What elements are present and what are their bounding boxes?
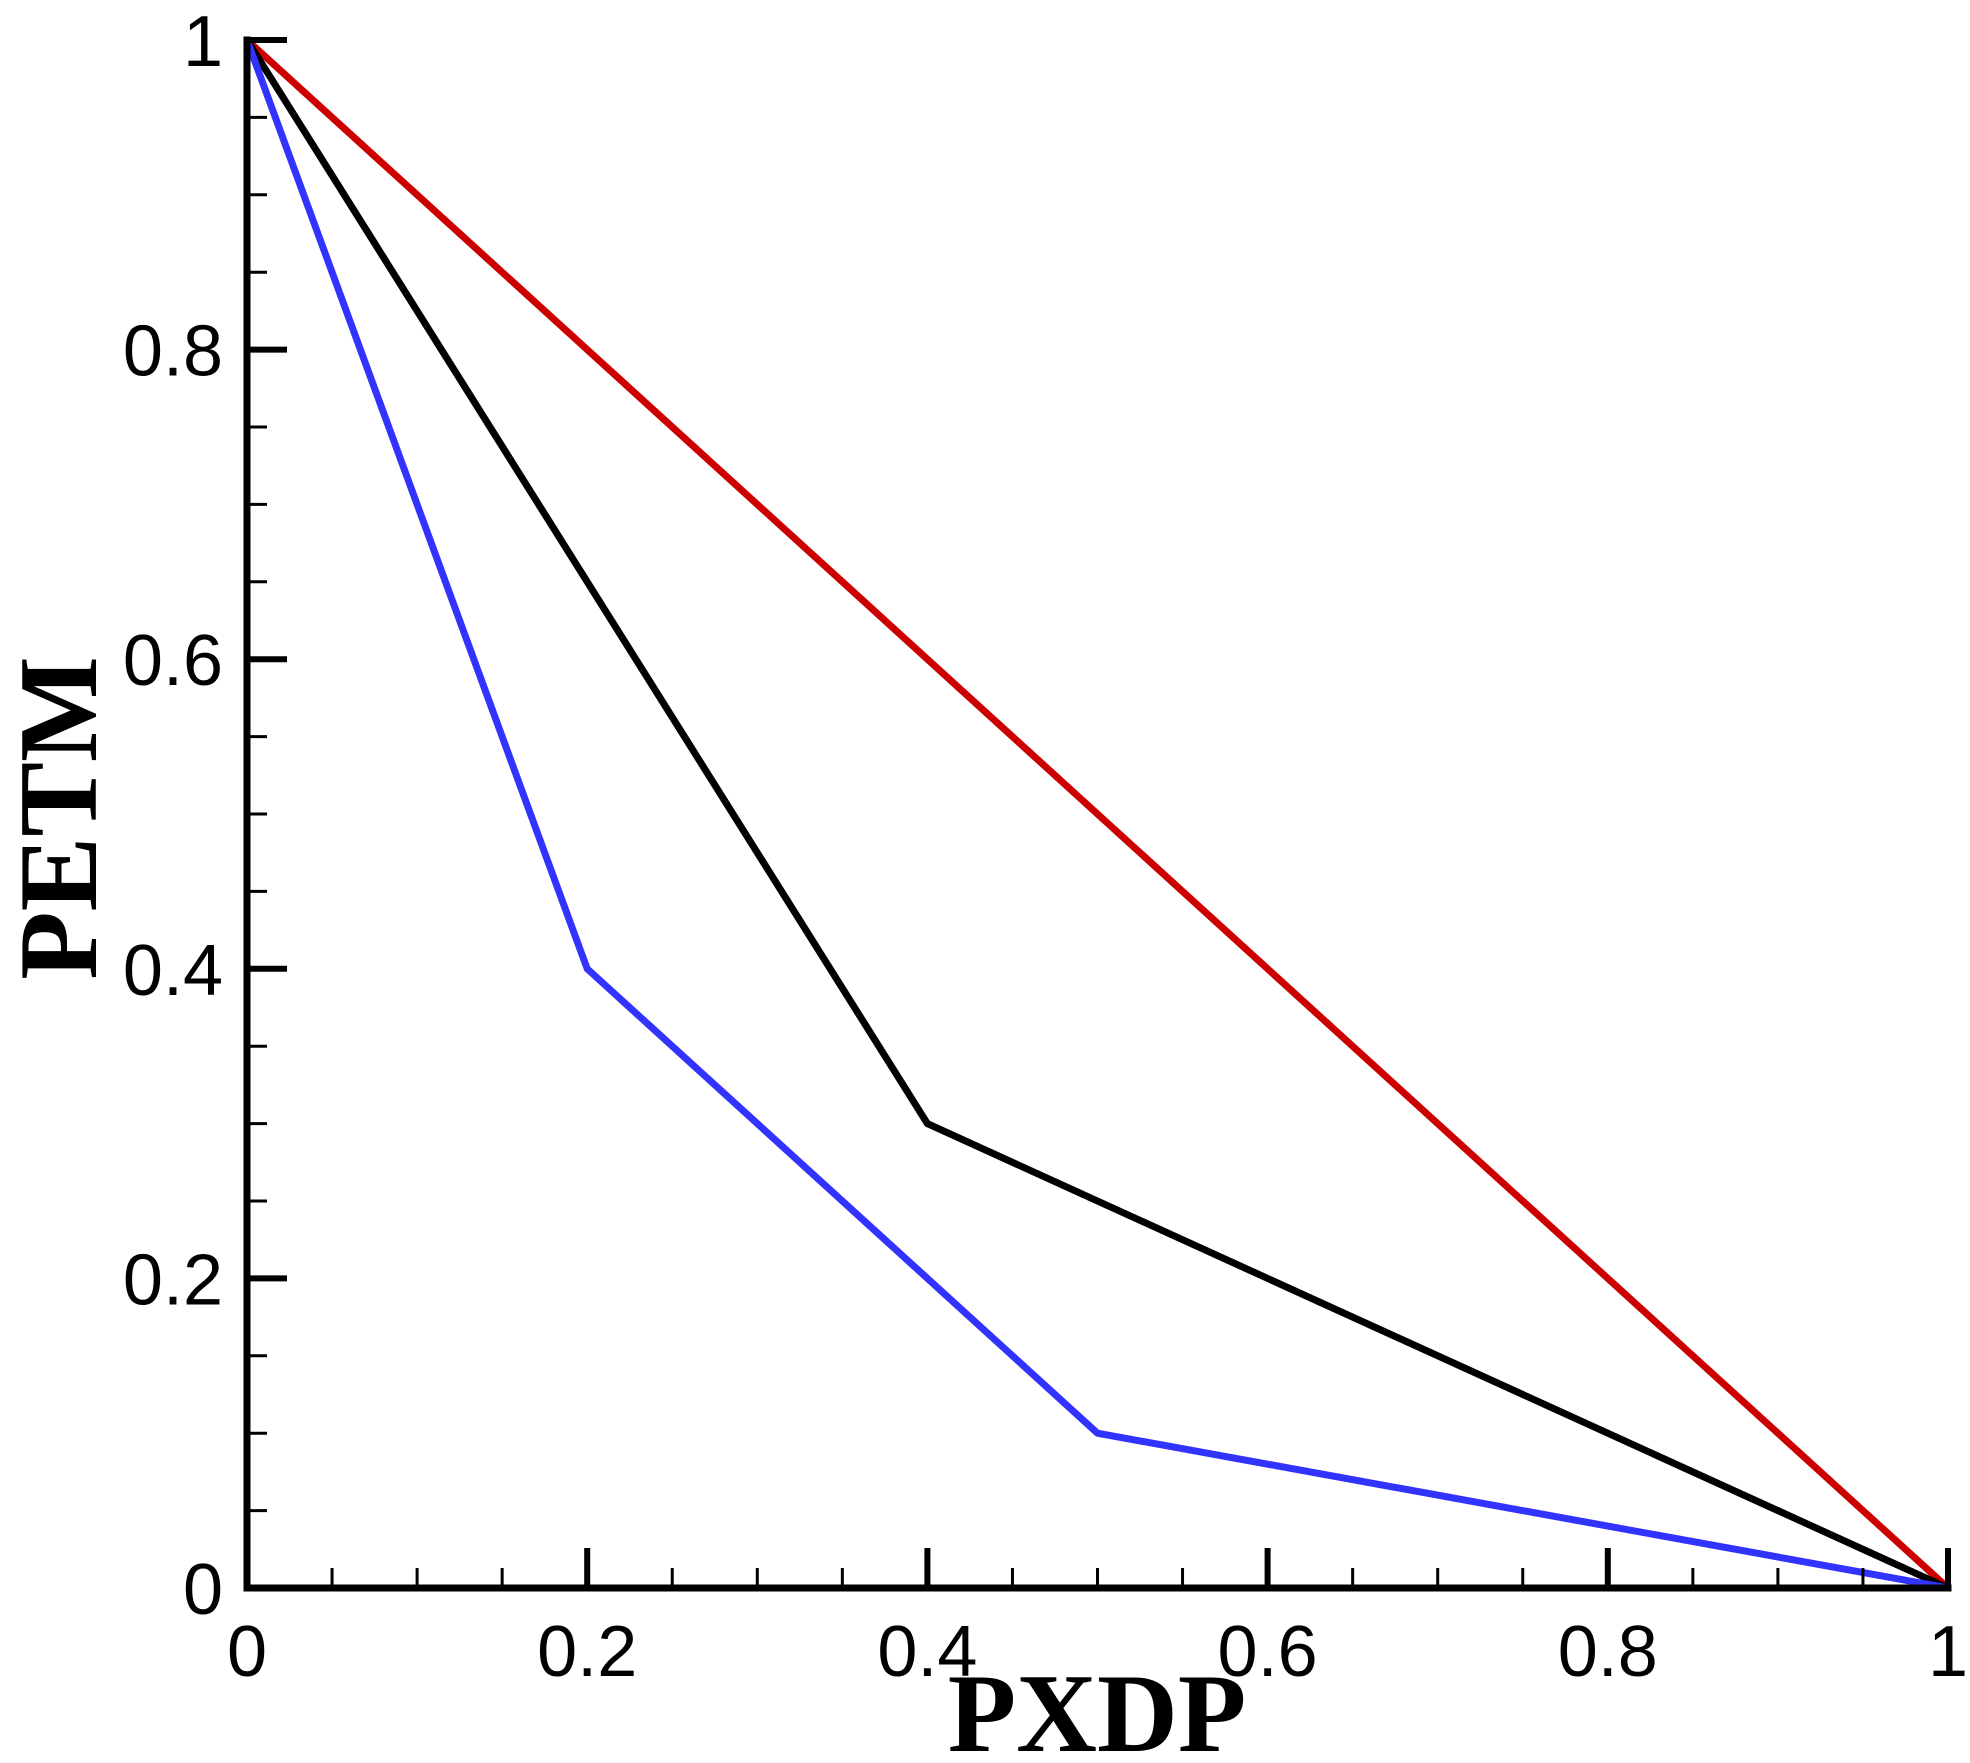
y-tick-label: 0.2 [123,1240,223,1320]
labels-layer: 0 0.2 0.4 0.6 0.8 1 0 0.2 0.4 0.6 0.8 1 [123,2,1968,1692]
y-axis-title: PETM [0,656,121,980]
series-line-2 [243,36,1952,1592]
y-tick-label: 1 [183,2,223,82]
x-axis-title: PXDP [948,1652,1247,1763]
x-tick-label: 0 [227,1612,267,1692]
x-tick-label: 1 [1928,1612,1968,1692]
x-tick-label: 0.4 [877,1612,977,1692]
x-tick-label: 0.6 [1218,1612,1318,1692]
x-tick-label: 0.2 [537,1612,637,1692]
series-layer [243,36,1952,1592]
series-line-3 [243,36,1952,1592]
axes-layer [243,36,1952,1592]
y-tick-label: 0.4 [123,931,223,1011]
x-tick-label: 0.8 [1558,1612,1658,1692]
series-line-1 [243,36,1952,1592]
y-tick-label: 0 [183,1550,223,1630]
y-tick-label: 0.8 [123,312,223,392]
y-tick-label: 0.6 [123,621,223,701]
